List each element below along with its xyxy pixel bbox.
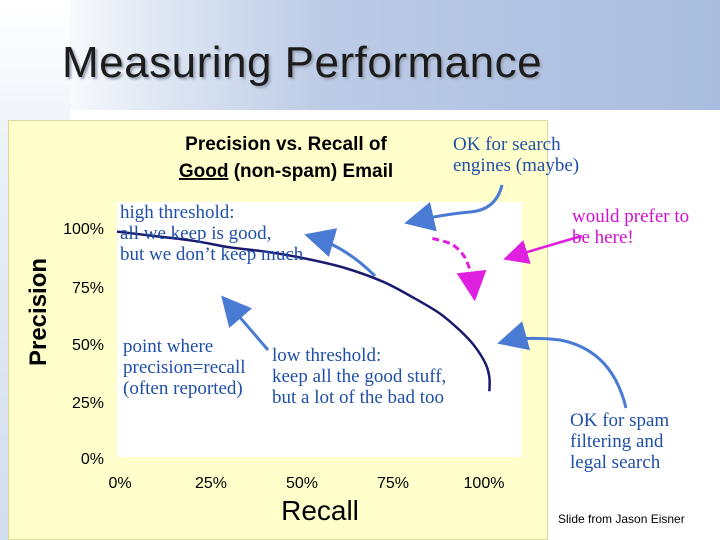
slide-credit: Slide from Jason Eisner	[558, 512, 685, 526]
x-axis-label: Recall	[281, 495, 359, 526]
slide-title: Measuring Performance	[62, 38, 543, 87]
title-band	[0, 0, 720, 110]
annotation-high-threshold: high threshold: all we keep is good, but…	[120, 202, 304, 265]
x-tick-label: 0%	[108, 475, 131, 492]
y-tick-label: 75%	[72, 280, 104, 297]
annotation-prefer-here: would prefer to be here!	[572, 206, 690, 248]
x-tick-label: 25%	[195, 475, 227, 492]
y-tick-label: 100%	[63, 221, 104, 238]
annotation-ok-spam: OK for spam filtering and legal search	[570, 410, 670, 473]
chart-title-line1: Precision vs. Recall of	[185, 134, 387, 155]
y-tick-label: 0%	[81, 451, 104, 468]
x-tick-labels: 0% 25% 50% 75% 100%	[108, 475, 504, 492]
x-tick-label: 50%	[286, 475, 318, 492]
x-tick-label: 100%	[464, 475, 505, 492]
chart-title-good: Good	[179, 161, 229, 182]
y-tick-labels: 100% 75% 50% 25% 0%	[63, 221, 104, 468]
y-tick-label: 50%	[72, 337, 104, 354]
chart-title-rest: (non-spam) Email	[228, 161, 393, 182]
arrow-to-search-point	[404, 184, 504, 232]
arrow-to-ideal-curve	[503, 234, 583, 264]
arrow-to-high-threshold	[304, 228, 377, 278]
precision-recall-curve	[116, 230, 491, 392]
arrow-to-spam-point	[497, 321, 628, 409]
annotation-low-threshold: low threshold: keep all the good stuff, …	[272, 345, 447, 408]
annotation-point-where: point where precision=recall (often repo…	[123, 336, 246, 399]
y-axis-label: Precision	[25, 258, 52, 366]
x-tick-label: 75%	[377, 475, 409, 492]
annotation-ok-search: OK for search engines (maybe)	[453, 134, 580, 176]
arrow-to-point-where	[221, 295, 270, 351]
chart-title-line2: Good (non-spam) Email	[179, 161, 393, 182]
y-tick-label: 25%	[72, 395, 104, 412]
